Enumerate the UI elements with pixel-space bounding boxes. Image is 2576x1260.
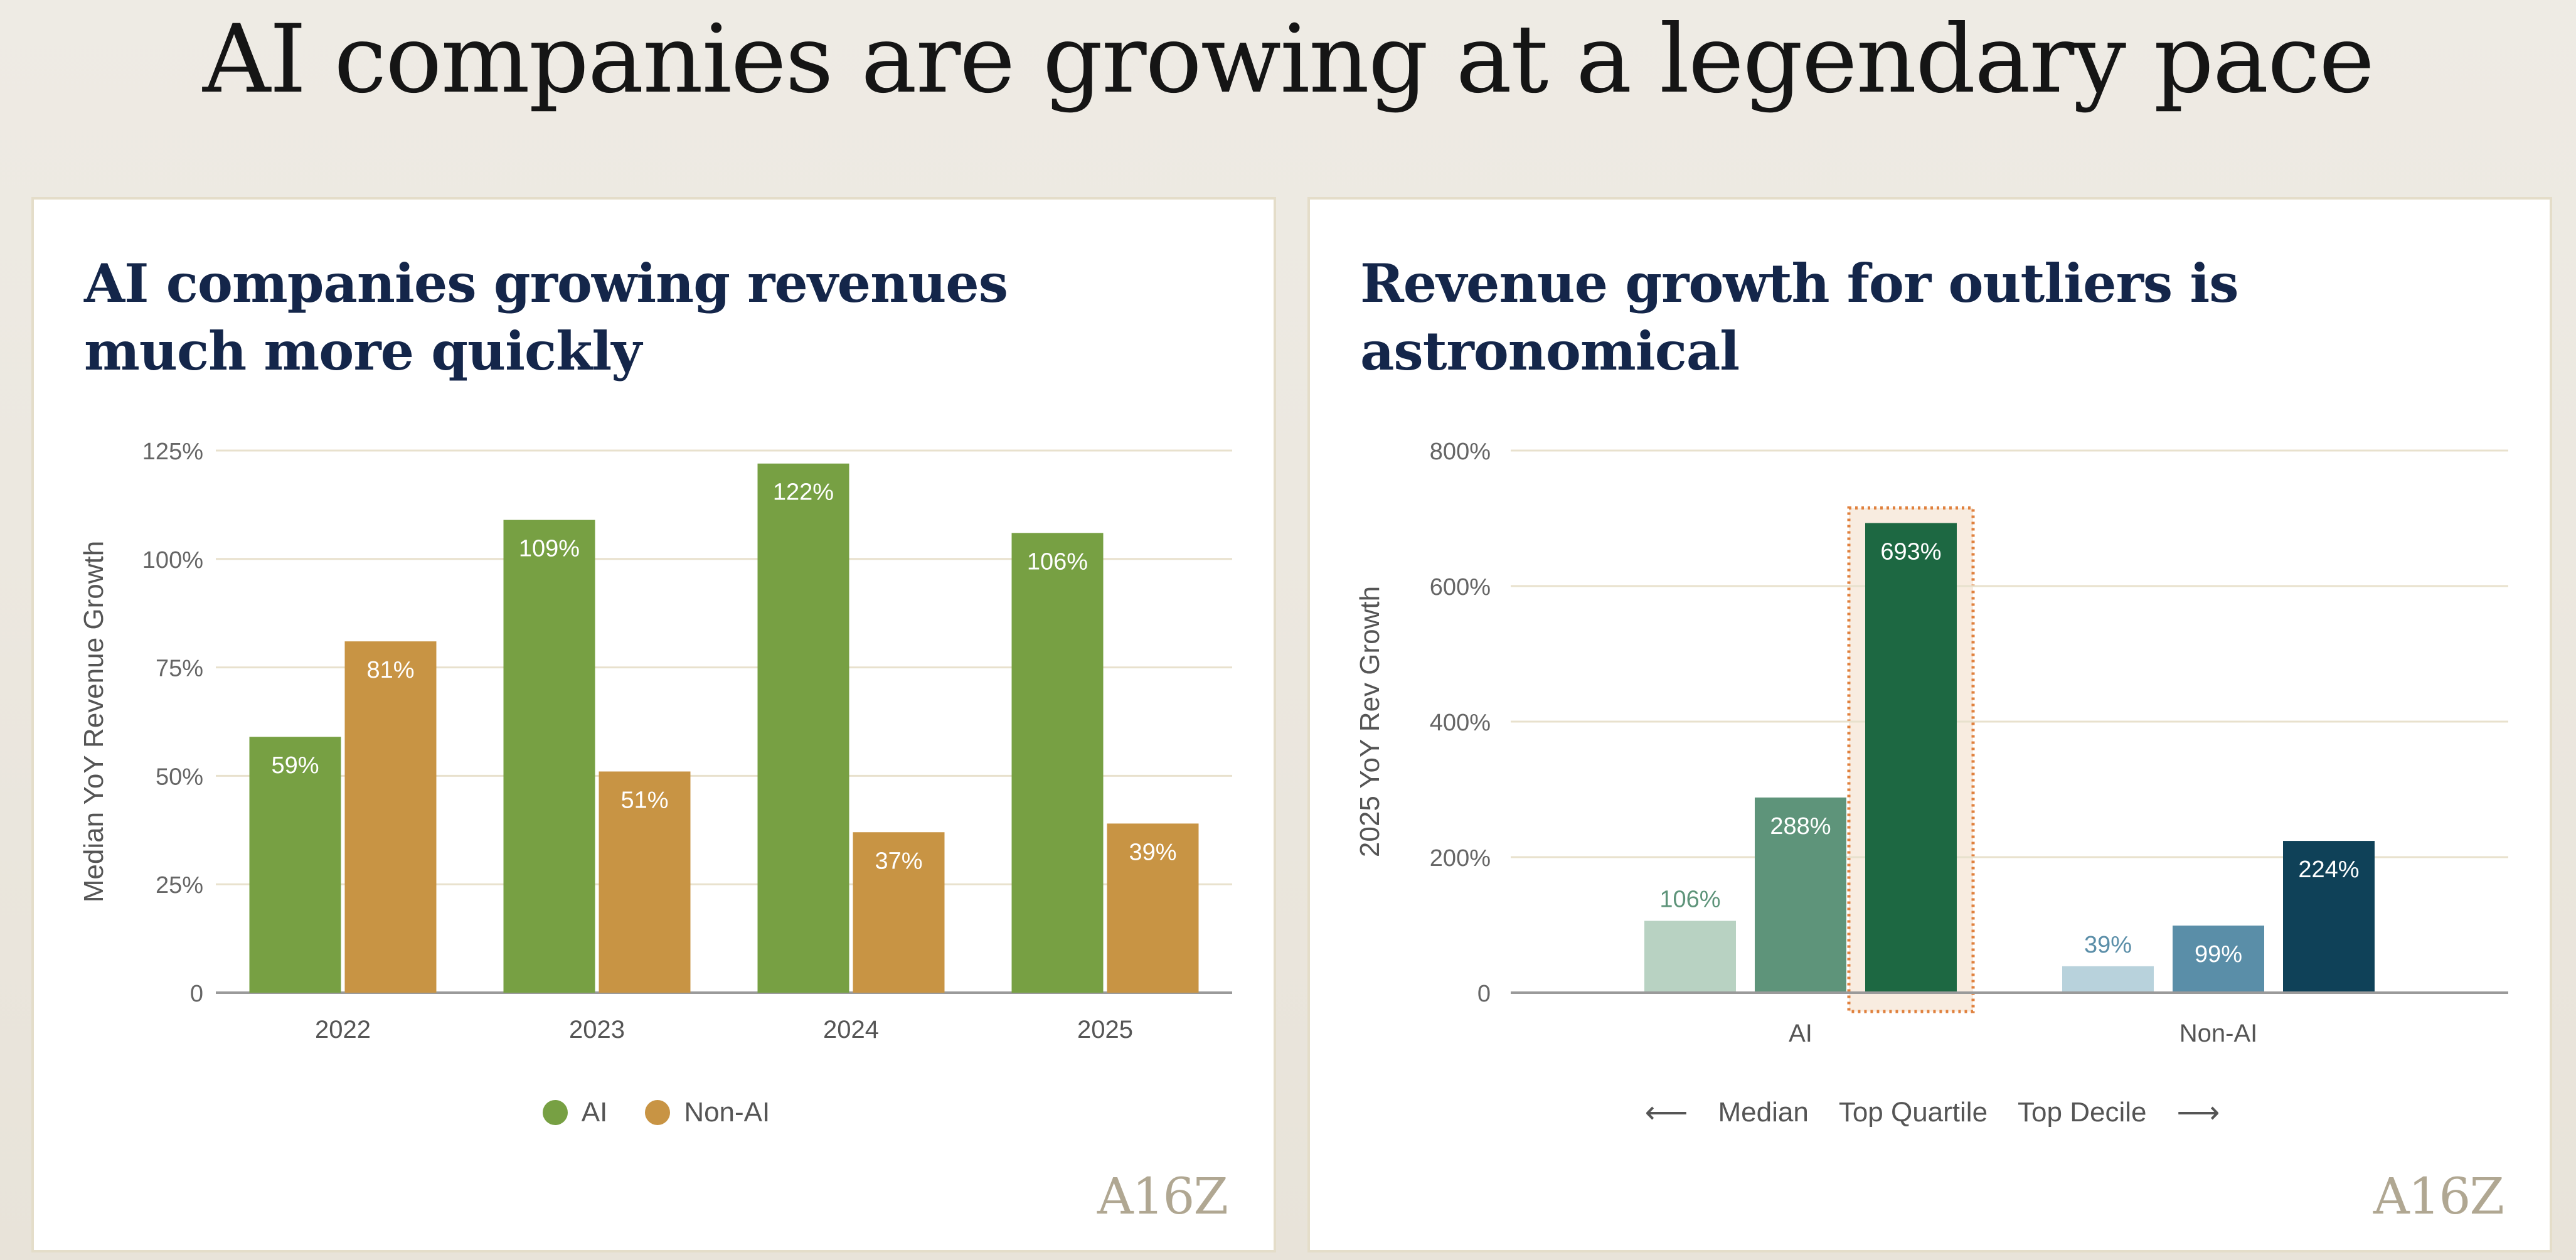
y-tick-label: 0 [190, 981, 203, 1007]
bar-value-label: 106% [1027, 548, 1088, 575]
y-axis-label: Median YoY Revenue Growth [78, 541, 109, 902]
y-tick-label: 25% [156, 872, 203, 899]
bar-value-label: 224% [2298, 857, 2359, 883]
legend-item-non-ai: Non-AI [645, 1097, 770, 1128]
bar-value-label: 122% [773, 479, 834, 506]
bar-value-label: 81% [366, 657, 414, 683]
y-tick-label: 0 [1477, 981, 1491, 1007]
legend-label-ai: AI [581, 1097, 608, 1128]
page-title: AI companies are growing at a legendary … [203, 5, 2375, 114]
legend-label-non-ai: Non-AI [684, 1097, 770, 1128]
arrow-right-icon: ⟶ [2176, 1096, 2220, 1129]
bar-value-label: 59% [271, 752, 319, 779]
left-bar-chart: 0 25% 50% 75% 100% 125% Median YoY Revenue Gro… [78, 439, 1232, 1044]
y-tick-label: 50% [156, 764, 203, 790]
bar-nonai-2025 [1107, 823, 1199, 993]
bar-nonai-top-decile [2283, 841, 2375, 993]
a16z-logo: A16Z [2373, 1167, 2504, 1225]
y-tick-label: 600% [1430, 574, 1491, 601]
bar-value-label: 106% [1659, 887, 1720, 913]
bar-nonai-2023 [599, 771, 691, 993]
bar-value-label: 39% [1129, 839, 1176, 865]
y-tick-label: 125% [142, 439, 203, 465]
legend-item-ai: AI [542, 1097, 608, 1128]
left-chart-panel: AI companies growing revenues much more … [31, 197, 1276, 1252]
left-legend: AI Non-AI [34, 1091, 1279, 1135]
y-tick-label: 200% [1430, 845, 1491, 872]
y-tick-label: 75% [156, 656, 203, 682]
a16z-logo: A16Z [1097, 1167, 1228, 1225]
bar-value-label: 288% [1770, 813, 1831, 840]
bar-value-label: 109% [519, 536, 580, 562]
bar-ai-top-decile [1865, 523, 1957, 993]
bar-ai-2023 [503, 520, 595, 993]
right-bar-chart: 0 200% 400% 600% 800% 2025 YoY Rev Growth 106%… [1355, 439, 2508, 1047]
bar-value-label: 39% [2084, 932, 2132, 958]
x-tick-label: AI [1789, 1020, 1812, 1047]
bar-value-label: 693% [1880, 539, 1941, 565]
bar-nonai-median [2062, 966, 2154, 993]
legend-label-top-quartile: Top Quartile [1838, 1097, 1988, 1128]
legend-swatch-ai [542, 1100, 568, 1125]
x-tick-label: 2024 [823, 1016, 879, 1044]
right-chart-panel: Revenue growth for outliers is astronomi… [1307, 197, 2552, 1252]
legend-swatch-non-ai [645, 1100, 671, 1125]
arrow-left-icon: ⟵ [1644, 1096, 1688, 1129]
bar-nonai-top-quartile [2173, 926, 2264, 993]
y-tick-label: 400% [1430, 710, 1491, 736]
bar-ai-2022 [249, 737, 341, 993]
bar-value-label: 51% [620, 787, 668, 813]
x-tick-label: 2023 [569, 1016, 625, 1044]
x-tick-label: 2022 [315, 1016, 371, 1044]
bar-ai-top-quartile [1755, 797, 1846, 993]
bar-nonai-2024 [853, 832, 945, 993]
bar-ai-2025 [1011, 533, 1104, 993]
right-chart-title: Revenue growth for outliers is astronomi… [1360, 252, 2239, 382]
bar-ai-2024 [757, 463, 849, 993]
y-tick-label: 100% [142, 547, 203, 574]
bar-nonai-2022 [344, 641, 437, 993]
bar-ai-median [1644, 921, 1736, 993]
left-chart-title: AI companies growing revenues much more … [84, 252, 1008, 382]
x-tick-label: 2025 [1077, 1016, 1133, 1044]
y-axis-label: 2025 YoY Rev Growth [1355, 586, 1385, 857]
legend-label-median: Median [1718, 1097, 1809, 1128]
legend-label-top-decile: Top Decile [2018, 1097, 2147, 1128]
right-legend: ⟵ Median Top Quartile Top Decile ⟶ [1310, 1091, 2555, 1135]
bar-value-label: 37% [875, 848, 922, 874]
bar-value-label: 99% [2195, 941, 2242, 968]
y-tick-label: 800% [1430, 439, 1491, 465]
x-tick-label: Non-AI [2179, 1020, 2258, 1047]
